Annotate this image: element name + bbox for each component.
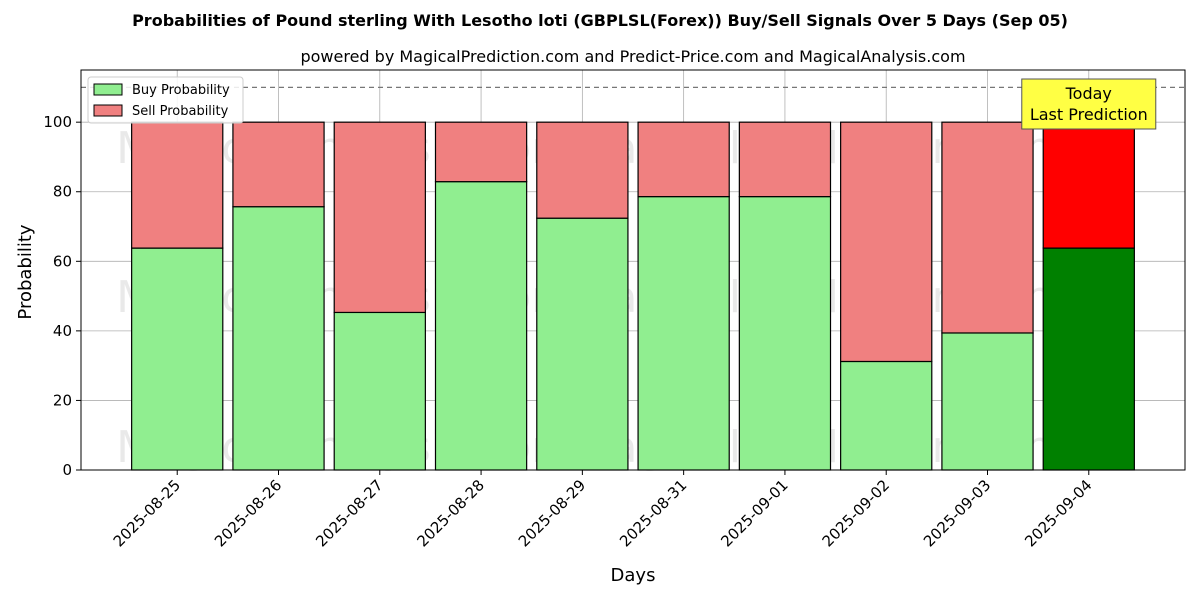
x-axis: 2025-08-25 2025-08-26 2025-08-27 2025-08-28… [110,470,1096,550]
sell-bar [1042,121,1135,249]
legend-label: Buy Probability [132,83,230,98]
y-axis: 0 20 40 60 80 100 [43,113,81,479]
legend-label: Sell Probability [132,104,229,119]
buy-bar [434,181,528,471]
sell-bar [536,121,629,219]
y-axis-label: Probability [15,224,36,319]
x-tick-label: 2025-09-01 [717,476,791,550]
sell-bar [333,121,426,314]
sell-bar [738,121,832,198]
annotation-text: Today [1065,84,1112,103]
sell-bar [941,121,1034,334]
buy-bar [131,247,224,471]
x-tick-label: 2025-08-26 [211,476,285,550]
sell-bar [131,121,224,249]
chart-title: Probabilities of Pound sterling With Les… [132,11,1068,30]
bars-layer [131,121,1135,471]
x-tick-label: 2025-08-31 [616,476,690,550]
buy-bar [536,217,629,471]
sell-bar [232,121,325,208]
x-tick-label: 2025-08-25 [110,476,184,550]
y-tick-label: 100 [43,113,72,131]
annotation-box [1021,78,1157,130]
x-axis-label: Days [611,565,656,586]
buy-bar [840,360,933,471]
y-tick-label: 80 [53,183,72,201]
sell-bar [637,121,730,198]
y-tick-label: 40 [53,322,72,340]
y-tick-label: 0 [62,461,72,479]
x-tick-label: 2025-08-28 [414,476,488,550]
buy-bar [232,206,325,471]
buy-bar [637,196,730,471]
legend: Buy Probability Sell Probability [87,76,244,124]
buy-bar [333,311,426,471]
x-tick-label: 2025-08-29 [515,476,589,550]
legend-swatch [93,104,123,117]
y-tick-label: 20 [53,391,72,409]
plot-frame [80,69,1186,471]
today-annotation: Today Last Prediction [1021,78,1157,130]
x-tick-label: 2025-09-03 [920,476,994,550]
x-tick-label: 2025-08-27 [312,476,386,550]
legend-box [87,76,244,124]
y-tick-label: 60 [53,252,72,270]
x-tick-label: 2025-09-02 [819,476,893,550]
sell-bar [434,121,528,183]
buy-bar [738,196,832,471]
buy-bar [1042,247,1135,471]
legend-swatch [93,83,123,96]
x-tick-label: 2025-09-04 [1021,476,1095,550]
buy-bar [941,332,1034,471]
chart-subtitle: powered by MagicalPrediction.com and Pre… [300,47,965,66]
annotation-text: Last Prediction [1030,105,1148,124]
sell-bar [840,121,933,363]
